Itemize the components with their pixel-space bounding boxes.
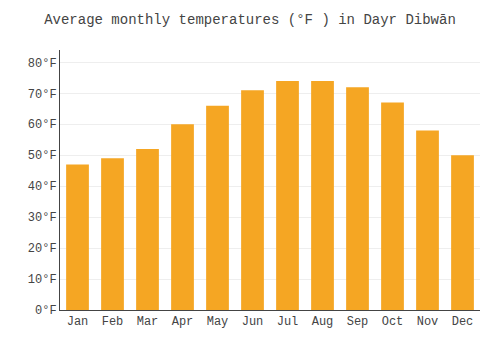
svg-text:Oct: Oct — [382, 315, 404, 329]
svg-text:Nov: Nov — [417, 315, 439, 329]
svg-text:Jun: Jun — [242, 315, 264, 329]
svg-text:40°F: 40°F — [28, 180, 57, 194]
svg-text:10°F: 10°F — [28, 273, 57, 287]
svg-text:May: May — [207, 315, 229, 329]
svg-text:50°F: 50°F — [28, 149, 57, 163]
svg-text:Apr: Apr — [172, 315, 194, 329]
svg-text:20°F: 20°F — [28, 242, 57, 256]
svg-text:Feb: Feb — [102, 315, 124, 329]
svg-text:Dec: Dec — [452, 315, 474, 329]
svg-text:80°F: 80°F — [28, 57, 57, 71]
svg-text:Sep: Sep — [347, 315, 369, 329]
svg-text:Jan: Jan — [67, 315, 89, 329]
svg-text:Jul: Jul — [277, 315, 299, 329]
svg-text:0°F: 0°F — [35, 304, 57, 318]
svg-text:70°F: 70°F — [28, 88, 57, 102]
svg-text:Aug: Aug — [312, 315, 334, 329]
svg-text:30°F: 30°F — [28, 211, 57, 225]
svg-text:Average monthly temperatures (: Average monthly temperatures (°F ) in Da… — [44, 12, 456, 28]
svg-text:60°F: 60°F — [28, 118, 57, 132]
svg-text:Mar: Mar — [137, 315, 159, 329]
